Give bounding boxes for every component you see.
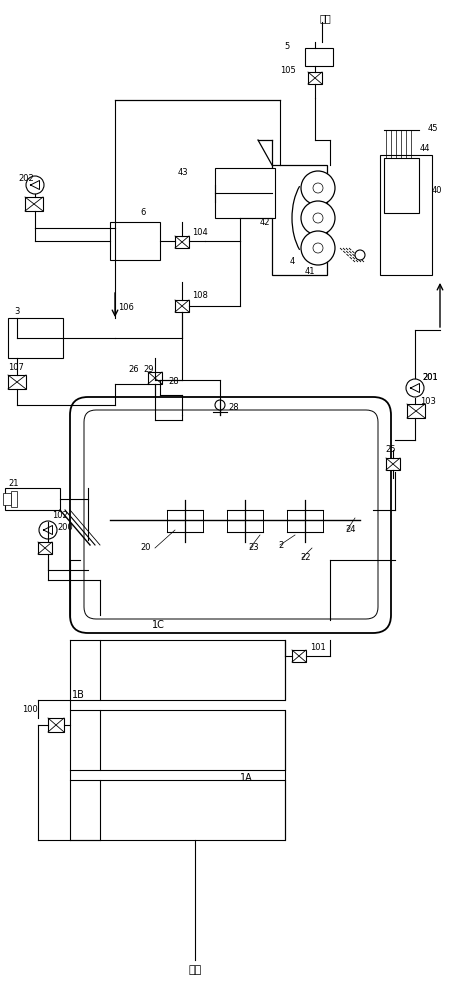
Bar	[38, 542, 52, 554]
Circle shape	[26, 176, 44, 194]
Text: 28: 28	[168, 377, 178, 386]
Circle shape	[215, 400, 225, 410]
Text: 6: 6	[140, 208, 145, 217]
Bar	[291, 650, 305, 662]
Bar	[5, 488, 60, 510]
Text: 43: 43	[178, 168, 188, 177]
Text: 4: 4	[290, 257, 295, 266]
Text: 40: 40	[431, 186, 442, 195]
Text: 200: 200	[57, 522, 73, 532]
Circle shape	[312, 213, 322, 223]
Bar	[48, 718, 64, 732]
Circle shape	[354, 250, 364, 260]
Circle shape	[300, 171, 334, 205]
Bar	[100, 710, 285, 770]
Text: 41: 41	[304, 267, 315, 276]
Bar	[100, 640, 285, 700]
Bar	[215, 168, 274, 218]
Text: 201: 201	[421, 373, 437, 382]
Circle shape	[405, 379, 423, 397]
Bar	[406, 404, 424, 418]
Text: 21: 21	[8, 479, 18, 488]
Circle shape	[312, 243, 322, 253]
Text: 100: 100	[22, 706, 38, 714]
Text: 23: 23	[248, 544, 258, 552]
Text: 28: 28	[227, 403, 238, 412]
Text: 1A: 1A	[239, 773, 252, 783]
Text: 201: 201	[421, 373, 437, 382]
Text: 1B: 1B	[72, 690, 85, 700]
Circle shape	[312, 183, 322, 193]
Text: 装料: 装料	[318, 13, 330, 23]
Text: 44: 44	[419, 144, 429, 153]
Text: 104: 104	[192, 228, 207, 237]
Text: 26: 26	[128, 365, 138, 374]
Text: 103: 103	[419, 397, 435, 406]
Text: 5: 5	[283, 42, 289, 51]
Text: 45: 45	[427, 124, 437, 133]
Circle shape	[300, 201, 334, 235]
Bar	[272, 165, 326, 275]
Circle shape	[300, 231, 334, 265]
Text: 22: 22	[299, 554, 310, 562]
Bar	[175, 300, 189, 312]
Text: 1C: 1C	[152, 620, 165, 630]
Bar	[110, 222, 160, 260]
Text: 107: 107	[8, 362, 24, 371]
Text: 202: 202	[18, 174, 34, 183]
Text: 3: 3	[14, 308, 19, 316]
Bar	[3, 493, 11, 505]
Text: 2: 2	[277, 540, 283, 550]
Text: 42: 42	[259, 218, 270, 227]
Bar	[304, 48, 332, 66]
Bar	[25, 197, 43, 211]
Bar	[8, 375, 26, 389]
Text: 106: 106	[118, 304, 133, 312]
Bar	[147, 372, 161, 384]
Text: 20: 20	[140, 544, 150, 552]
FancyBboxPatch shape	[70, 397, 390, 633]
Text: 进料: 进料	[188, 965, 201, 975]
Text: 102: 102	[52, 512, 68, 520]
Text: 105: 105	[279, 66, 295, 75]
Bar	[307, 72, 321, 84]
Text: 101: 101	[309, 644, 325, 652]
Bar	[100, 780, 285, 840]
Text: 108: 108	[192, 292, 207, 300]
Circle shape	[39, 521, 57, 539]
Text: 29: 29	[143, 365, 153, 374]
Bar	[383, 158, 418, 213]
Bar	[385, 458, 399, 470]
Text: 25: 25	[384, 446, 395, 454]
Text: 24: 24	[344, 526, 355, 534]
Bar	[8, 318, 63, 358]
Bar	[11, 491, 17, 507]
Bar	[175, 236, 189, 248]
Bar	[379, 155, 431, 275]
